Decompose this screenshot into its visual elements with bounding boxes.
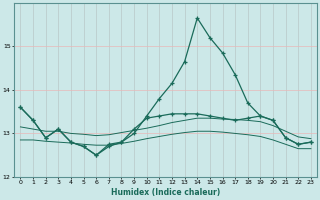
- X-axis label: Humidex (Indice chaleur): Humidex (Indice chaleur): [111, 188, 220, 197]
